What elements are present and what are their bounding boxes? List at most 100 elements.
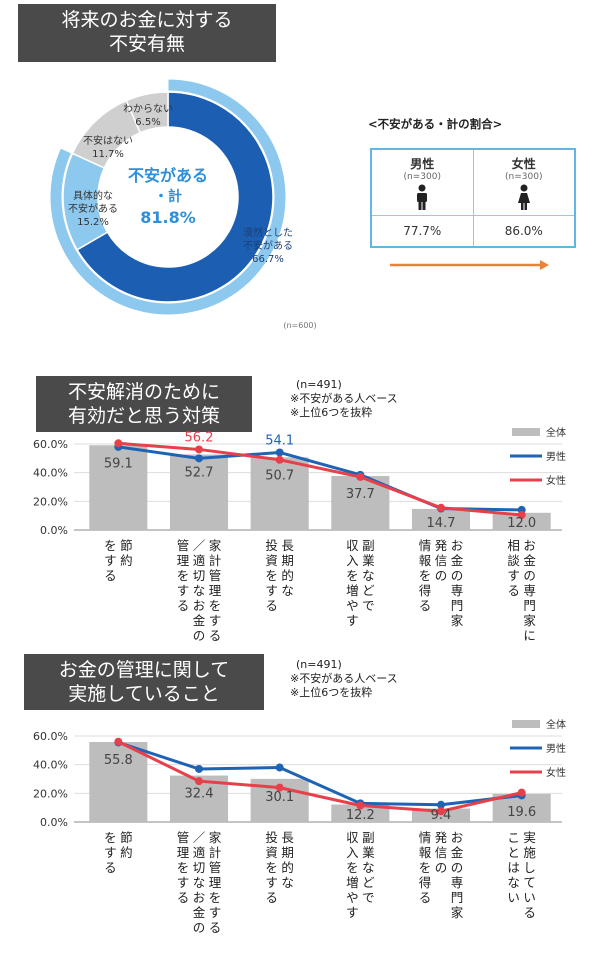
bar-value-label-0: 55.8 [104, 753, 133, 768]
point-male-4 [437, 800, 445, 809]
measures-chart: 0.0% 20.0% 40.0% 60.0% 59.1 52.7 50.7 37.7 14.7 1… [33, 426, 566, 643]
point-female-1 [195, 445, 203, 454]
x-category-char: 入 [346, 553, 359, 568]
x-category-char: 家 [209, 830, 222, 845]
bar-value-label-2: 50.7 [265, 468, 294, 483]
x-category-char: 入 [346, 845, 359, 860]
bar-3 [331, 804, 390, 822]
legend-label-0: 全体 [546, 426, 566, 439]
x-category-char: い [507, 890, 520, 905]
line-female [117, 740, 523, 813]
x-category-char: 金 [451, 553, 464, 568]
x-category-char: な [281, 875, 294, 890]
x-category-char: で [362, 598, 375, 613]
x-category-char: 業 [362, 553, 375, 568]
x-category-char: い [523, 890, 536, 905]
x-category-char: 談 [507, 553, 520, 568]
section2-n-note: (n=491) [296, 378, 342, 391]
x-category-char: る [104, 860, 117, 875]
donut-slice-vague [76, 91, 274, 303]
label-bakuzen-1: 不安がある [243, 239, 293, 252]
y-tick-label: 20.0% [33, 787, 68, 800]
x-category-char: 理 [177, 553, 190, 568]
x-category-char: 副 [362, 538, 375, 553]
donut-chart: 不安がある・計81.8%わからない6.5%不安はない11.7%具体的な不安がある… [49, 78, 317, 330]
x-category-char: す [346, 905, 359, 920]
section3-banner: お金の管理に関して 実施していること [24, 654, 264, 710]
x-category-char: 期 [281, 845, 294, 860]
x-category-char: ／ [193, 830, 206, 845]
x-category-char: で [362, 890, 375, 905]
x-category-char: の [435, 860, 448, 875]
x-category-char: 家 [209, 538, 222, 553]
x-category-char: す [177, 583, 190, 598]
x-category-char: 約 [120, 845, 133, 860]
x-category-char: 適 [193, 845, 206, 860]
x-category-char: る [507, 583, 520, 598]
male-n: (n=300) [403, 172, 441, 183]
y-tick-label: 0.0% [40, 524, 68, 537]
x-category-char: お [523, 538, 536, 553]
x-category-char: の [451, 568, 464, 583]
label-gutaiteki-1: 不安がある [68, 202, 118, 215]
x-category-char: お [451, 538, 464, 553]
point-male-2 [275, 448, 284, 457]
female-cell: 女性 (n=300) [472, 148, 576, 216]
x-category-char: 資 [265, 845, 278, 860]
legend-swatch-total [512, 428, 540, 436]
x-category-char: や [346, 598, 359, 613]
point-female-4 [437, 503, 445, 512]
x-category-char: と [507, 845, 520, 860]
x-category-char: 管 [177, 830, 190, 845]
x-category-char: 情 [419, 538, 432, 553]
x-category-char: 収 [346, 538, 359, 553]
x-category-char: な [193, 875, 206, 890]
x-category-char: し [523, 860, 536, 875]
label-fuan-nai-1: 11.7% [92, 149, 124, 160]
x-category-char: 門 [523, 598, 536, 613]
y-tick-label: 40.0% [33, 759, 68, 772]
point-male-2 [275, 763, 284, 772]
x-category-char: て [523, 875, 536, 890]
callout-label-0: 56.2 [185, 430, 214, 445]
x-category-char: を [209, 890, 222, 905]
x-category-char: る [523, 905, 536, 920]
x-category-char: す [177, 875, 190, 890]
point-female-5 [517, 510, 526, 519]
bar-1 [169, 454, 229, 530]
x-category-char: や [346, 890, 359, 905]
bar-value-label-1: 52.7 [185, 465, 214, 480]
x-category-char: 計 [209, 845, 222, 860]
x-category-char: 理 [177, 845, 190, 860]
label-wakaranai-0: わからない [123, 103, 173, 115]
x-category-char: 長 [281, 830, 294, 845]
bar-4 [411, 808, 471, 822]
x-category-char: る [177, 890, 190, 905]
bar-value-label-4: 14.7 [427, 516, 456, 531]
x-category-char: 家 [451, 905, 464, 920]
x-category-char: る [209, 628, 222, 643]
label-gutaiteki-0: 具体的な [73, 189, 113, 202]
x-category-char: 約 [120, 553, 133, 568]
bar-0 [89, 445, 148, 530]
x-category-char: 長 [281, 538, 294, 553]
legend-label-1: 男性 [546, 450, 566, 463]
y-tick-label: 60.0% [33, 438, 68, 451]
x-category-char: 家 [523, 613, 536, 628]
x-category-char: ど [362, 875, 375, 890]
x-category-char: 管 [209, 568, 222, 583]
x-category-char: 的 [281, 860, 294, 875]
x-category-char: 理 [209, 583, 222, 598]
x-category-char: 信 [435, 553, 448, 568]
x-category-char: を [419, 568, 432, 583]
x-category-char: 門 [451, 598, 464, 613]
x-category-char: 収 [346, 830, 359, 845]
section2-top6-note: ※上位6つを抜粋 [290, 406, 373, 419]
x-category-char: お [193, 598, 206, 613]
x-category-char: 増 [346, 583, 359, 598]
male-cell: 男性 (n=300) [370, 148, 474, 216]
point-male-1 [195, 454, 203, 463]
x-category-char: す [265, 875, 278, 890]
x-category-char: を [177, 568, 190, 583]
point-female-0 [114, 439, 123, 448]
